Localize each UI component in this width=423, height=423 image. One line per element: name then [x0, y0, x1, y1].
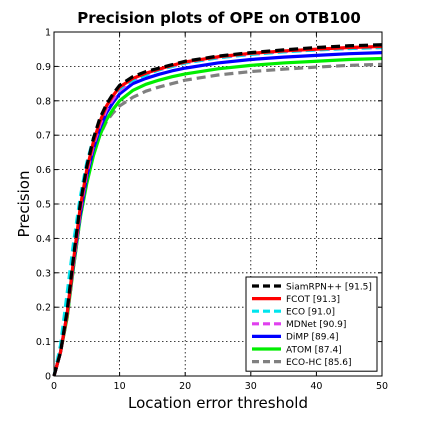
- y-tick-label: 0.7: [36, 131, 51, 142]
- x-tick-label: 20: [179, 381, 191, 392]
- y-tick-label: 0.1: [36, 337, 51, 348]
- series-line-eco-hc: [52, 62, 383, 377]
- y-tick-label: 0.4: [36, 234, 51, 245]
- y-tick-label: 0.6: [36, 165, 51, 176]
- legend-label: FCOT [91.3]: [286, 295, 340, 305]
- y-tick-label: 1: [45, 28, 51, 39]
- legend-label: ATOM [87.4]: [286, 345, 342, 355]
- x-tick-label: 30: [245, 381, 257, 392]
- legend-label: MDNet [90.9]: [286, 320, 346, 330]
- axis-ticks: 0 10 20 30 40 50 0 0.1 0.2 0.3 0.4 0.5 0.6 0.7 0.8 0.9 1: [36, 28, 388, 393]
- y-tick-label: 0.2: [36, 303, 51, 314]
- y-tick-label: 0.5: [36, 200, 51, 211]
- y-tick-label: 0.9: [36, 62, 51, 73]
- series-line-siamrpn-: [52, 43, 383, 377]
- legend-label: SiamRPN++ [91.5]: [286, 282, 372, 292]
- x-tick-label: 0: [51, 381, 57, 392]
- y-tick-label: 0: [45, 372, 51, 383]
- series-lines: [52, 43, 383, 377]
- legend-label: DiMP [89.4]: [286, 333, 339, 343]
- y-tick-label: 0.3: [36, 268, 51, 279]
- x-axis-label: Location error threshold: [128, 394, 308, 412]
- chart-title: Precision plots of OPE on OTB100: [77, 9, 361, 27]
- x-tick-label: 50: [376, 381, 388, 392]
- legend-label: ECO [91.0]: [286, 308, 335, 318]
- legend-label: ECO-HC [85.6]: [286, 358, 352, 368]
- y-axis-label: Precision: [15, 171, 33, 238]
- x-tick-label: 40: [310, 381, 322, 392]
- x-tick-label: 10: [114, 381, 126, 392]
- legend: SiamRPN++ [91.5] FCOT [91.3] ECO [91.0] MDN…: [245, 276, 378, 372]
- y-tick-label: 0.8: [36, 96, 51, 107]
